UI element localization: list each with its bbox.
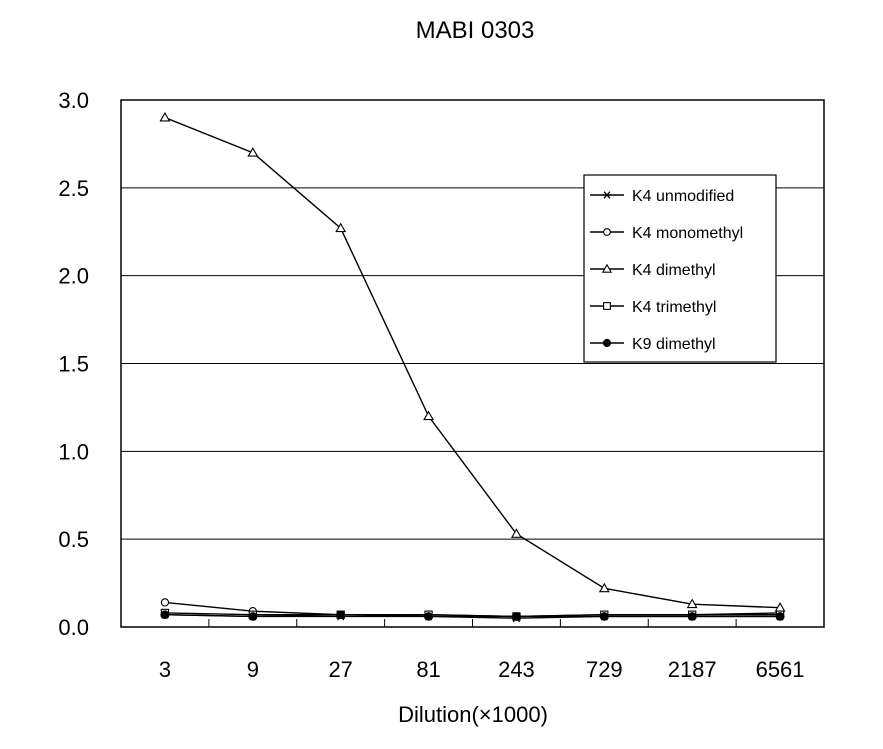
data-point <box>336 610 346 620</box>
legend: K4 unmodified K4 monomethyl K4 dimethyl K4 … <box>583 174 777 363</box>
data-point <box>160 610 170 620</box>
y-tick-label: 1.0 <box>58 439 89 464</box>
x-axis-label: Dilution(×1000) <box>398 702 548 727</box>
series-k9-dimethyl <box>160 610 785 621</box>
legend-label: K4 monomethyl <box>632 225 743 242</box>
data-point <box>602 338 612 348</box>
legend-entry: K4 dimethyl <box>590 262 716 279</box>
data-point <box>602 191 612 199</box>
x-tick-label: 81 <box>416 657 440 682</box>
series-line <box>164 116 781 609</box>
y-tick-label: 0.0 <box>58 615 89 640</box>
y-tick-label: 1.5 <box>58 352 89 377</box>
data-point <box>775 612 785 621</box>
tick-labels: 0.0 0.5 1.0 1.5 2.0 2.5 3.0 3 9 27 81 243 729 2187 656… <box>58 88 804 682</box>
data-point <box>424 612 433 621</box>
series-line <box>164 614 781 618</box>
x-tick-label: 243 <box>498 657 535 682</box>
chart-title: MABI 0303 <box>416 17 535 44</box>
data-point <box>601 263 613 273</box>
y-tick-label: 2.5 <box>58 176 89 201</box>
series-line <box>164 612 781 618</box>
x-tick-label: 3 <box>159 657 171 682</box>
data-point <box>598 582 610 593</box>
x-tick-label: 2187 <box>668 657 717 682</box>
data-point <box>423 410 435 421</box>
data-point <box>159 111 171 122</box>
x-tick-label: 6561 <box>756 657 805 682</box>
data-point <box>603 302 611 310</box>
x-tick-label: 729 <box>586 657 623 682</box>
legend-label: K4 unmodified <box>632 188 734 205</box>
data-point <box>603 228 611 236</box>
y-tick-label: 3.0 <box>58 88 89 113</box>
plot-series <box>159 111 786 623</box>
data-point <box>510 528 522 538</box>
data-point <box>160 598 170 607</box>
series-k4-dimethyl <box>159 111 786 612</box>
data-point <box>335 222 347 233</box>
x-tick-label: 27 <box>328 657 352 682</box>
data-point <box>687 612 697 621</box>
legend-entry: K4 unmodified <box>590 188 734 205</box>
data-point <box>248 612 258 621</box>
legend-entry: K9 dimethyl <box>590 336 716 353</box>
y-tick-label: 2.0 <box>58 264 89 289</box>
data-point <box>247 147 259 157</box>
legend-label: K9 dimethyl <box>632 336 716 353</box>
plot-area-frame <box>120 99 825 628</box>
data-point <box>599 612 609 621</box>
legend-entry: K4 monomethyl <box>590 225 743 242</box>
x-tick-label: 9 <box>247 657 259 682</box>
y-tick-label: 0.5 <box>58 527 89 552</box>
legend-entry: K4 trimethyl <box>590 299 716 316</box>
legend-label: K4 dimethyl <box>632 262 716 279</box>
data-point <box>512 612 521 621</box>
legend-label: K4 trimethyl <box>632 299 716 316</box>
data-point <box>686 598 698 609</box>
